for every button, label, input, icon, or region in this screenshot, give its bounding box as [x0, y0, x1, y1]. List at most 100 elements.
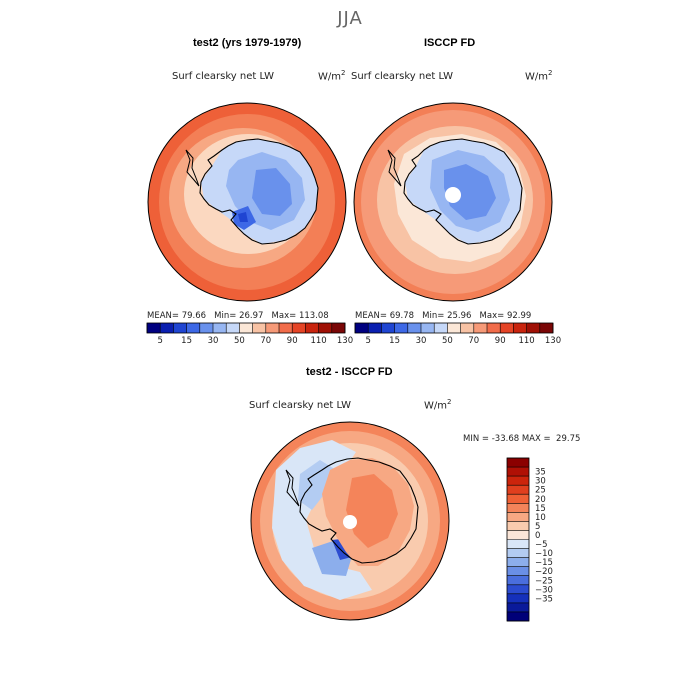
- map1-south-america: [185, 149, 200, 187]
- colorbar-3-tick-label: −30: [535, 585, 553, 595]
- panel-3-variable: Surf clearsky net LW: [249, 400, 352, 411]
- colorbar-2-swatch: [434, 323, 448, 333]
- colorbar-3-tick-label: 20: [535, 495, 546, 505]
- colorbar-3-tick-label: −10: [535, 549, 553, 559]
- colorbar-3-swatch: [507, 557, 529, 567]
- colorbar-2-tick-label: 70: [468, 336, 479, 346]
- colorbar-2-tick-label: 110: [518, 336, 534, 346]
- colorbar-3-swatch: [507, 584, 529, 595]
- map3-continent-hot: [346, 474, 398, 548]
- map2-border: [353, 102, 553, 302]
- panel-2-units: W/m2: [525, 69, 553, 83]
- colorbar-3-tick-label: 10: [535, 513, 546, 523]
- colorbar-3-tick-label: 0: [535, 531, 540, 541]
- map1-coastline: [199, 138, 319, 245]
- colorbar-1-tick-label: 30: [208, 336, 219, 346]
- colorbar-2-swatch: [381, 323, 395, 333]
- colorbar-1-swatch: [199, 323, 214, 333]
- colorbar-2-swatch: [368, 323, 382, 333]
- panel-1-stats: MEAN= 79.66 Min= 26.97 Max= 113.08: [147, 311, 329, 321]
- colorbar-3-swatch: [507, 503, 529, 513]
- colorbar-1-swatch: [239, 323, 253, 333]
- colorbar-2-swatch: [500, 323, 514, 333]
- colorbar-3-swatch: [507, 566, 529, 577]
- colorbar-1-swatch: [160, 323, 174, 333]
- colorbar-3-tick-label: 35: [535, 468, 546, 478]
- colorbar-1-swatch: [331, 323, 346, 333]
- panel-2-variable: Surf clearsky net LW: [351, 71, 454, 82]
- map3-south-america: [285, 469, 300, 507]
- figure-title: JJA: [337, 8, 363, 29]
- colorbar-1-swatch: [265, 323, 280, 333]
- colorbar-2-tick-label: 30: [416, 336, 427, 346]
- colorbar-3-frame: [506, 457, 530, 622]
- colorbar-1-swatch: [226, 323, 240, 333]
- colorbar-3-swatch: [507, 593, 529, 604]
- colorbar-1-tick-label: 90: [287, 336, 298, 346]
- colorbar-1-swatch: [305, 323, 319, 333]
- colorbar-2-swatch: [447, 323, 461, 333]
- colorbar-3-tick-label: −5: [535, 540, 548, 550]
- colorbar-2-swatch: [487, 323, 501, 333]
- panel-3-units: W/m2: [424, 398, 452, 412]
- colorbar-2-tick-label: 15: [389, 336, 400, 346]
- map2-core-blue: [444, 164, 496, 220]
- colorbar-1-tick-label: 110: [310, 336, 326, 346]
- map-panel-1: [147, 102, 347, 302]
- panel-1-variable: Surf clearsky net LW: [172, 71, 275, 82]
- colorbar-1-tick-label: 50: [234, 336, 245, 346]
- panel-3-stats: MIN = -33.68 MAX = 29.75: [463, 434, 581, 444]
- map2-coastline: [403, 138, 523, 245]
- colorbar-2-frame: [354, 322, 554, 334]
- colorbar-1-swatch: [318, 323, 333, 333]
- map1-shelf-dark: [238, 212, 248, 222]
- colorbar-3-tick-label: −25: [535, 576, 553, 586]
- colorbar-panel-1: 5 15 30 50 70 90 110 130: [146, 322, 353, 346]
- colorbar-3-tick-label: −20: [535, 567, 553, 577]
- panel-1-units: W/m2: [318, 69, 346, 83]
- colorbar-3-tick-label: 25: [535, 486, 546, 496]
- colorbar-2-swatch: [421, 323, 435, 333]
- colorbar-panel-2: 5 15 30 50 70 90 110 130: [354, 322, 561, 346]
- colorbar-3-swatch: [507, 467, 529, 477]
- map2-pole-hole: [445, 187, 461, 203]
- panel-2-stats: MEAN= 69.78 Min= 25.96 Max= 92.99: [355, 311, 532, 321]
- colorbar-2-tick-label: 130: [545, 336, 561, 346]
- colorbar-1-swatch: [292, 323, 306, 333]
- colorbar-2-tick-label: 5: [365, 336, 370, 346]
- map2-south-america: [387, 149, 402, 187]
- panel-3-title: test2 - ISCCP FD: [306, 366, 393, 378]
- colorbar-3-swatch: [507, 521, 529, 531]
- colorbar-1-swatch: [213, 323, 227, 333]
- colorbar-3-tick-label: −35: [535, 594, 553, 604]
- colorbar-1-swatch: [252, 323, 267, 333]
- map1-core-blue: [252, 168, 292, 216]
- colorbar-3-tick-label: 5: [535, 522, 540, 532]
- colorbar-1-swatch: [173, 323, 187, 333]
- map-panel-2: [353, 102, 553, 302]
- colorbar-1-swatch: [147, 323, 161, 333]
- colorbar-3-swatch: [507, 485, 529, 495]
- colorbar-3-swatch: [507, 539, 529, 549]
- colorbar-3-swatch: [507, 575, 529, 586]
- colorbar-2-swatch: [473, 323, 488, 333]
- colorbar-3-swatch: [507, 548, 529, 558]
- colorbar-3-swatch: [507, 512, 529, 522]
- colorbar-3-swatch: [507, 611, 529, 622]
- colorbar-2-tick-label: 50: [442, 336, 453, 346]
- colorbar-2-tick-label: 90: [495, 336, 506, 346]
- map3-west-blue: [272, 440, 372, 600]
- colorbar-3-swatch: [507, 476, 529, 486]
- colorbar-1-frame: [146, 322, 346, 334]
- panel-2-title: ISCCP FD: [424, 37, 476, 49]
- colorbar-3-tick-label: 30: [535, 477, 546, 487]
- map1-border: [147, 102, 347, 302]
- colorbar-1-tick-label: 5: [157, 336, 162, 346]
- colorbar-3-swatch: [507, 530, 529, 540]
- colorbar-2-swatch: [355, 323, 369, 333]
- colorbar-1-swatch: [186, 323, 201, 333]
- colorbar-1-tick-label: 130: [337, 336, 353, 346]
- colorbar-2-swatch: [407, 323, 422, 333]
- colorbar-3-swatch: [507, 602, 529, 613]
